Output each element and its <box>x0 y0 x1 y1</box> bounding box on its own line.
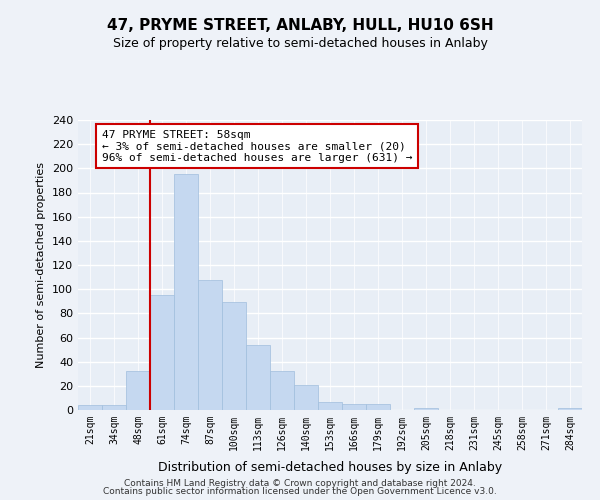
Bar <box>126 372 150 410</box>
Bar <box>222 302 246 410</box>
Bar <box>198 280 222 410</box>
Text: 47 PRYME STREET: 58sqm
← 3% of semi-detached houses are smaller (20)
96% of semi: 47 PRYME STREET: 58sqm ← 3% of semi-deta… <box>102 130 413 163</box>
Text: Contains public sector information licensed under the Open Government Licence v3: Contains public sector information licen… <box>103 488 497 496</box>
Bar <box>270 372 294 410</box>
Bar <box>78 405 102 410</box>
Bar <box>102 405 126 410</box>
Bar <box>246 345 270 410</box>
Bar <box>174 174 198 410</box>
Bar <box>318 402 342 410</box>
Bar <box>414 408 438 410</box>
Bar <box>150 295 174 410</box>
Bar <box>342 404 366 410</box>
Y-axis label: Number of semi-detached properties: Number of semi-detached properties <box>37 162 46 368</box>
Bar <box>366 404 390 410</box>
Bar <box>558 408 582 410</box>
Text: Contains HM Land Registry data © Crown copyright and database right 2024.: Contains HM Land Registry data © Crown c… <box>124 478 476 488</box>
Bar <box>294 384 318 410</box>
X-axis label: Distribution of semi-detached houses by size in Anlaby: Distribution of semi-detached houses by … <box>158 461 502 474</box>
Text: 47, PRYME STREET, ANLABY, HULL, HU10 6SH: 47, PRYME STREET, ANLABY, HULL, HU10 6SH <box>107 18 493 32</box>
Text: Size of property relative to semi-detached houses in Anlaby: Size of property relative to semi-detach… <box>113 38 487 51</box>
